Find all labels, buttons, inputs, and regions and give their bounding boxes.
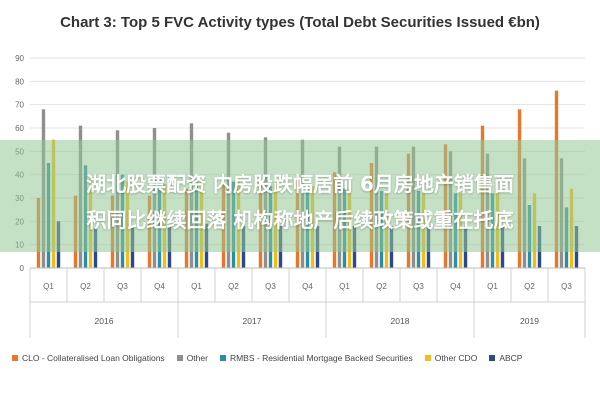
year-label: 2016 bbox=[95, 316, 114, 326]
legend-swatch bbox=[424, 354, 431, 361]
legend-label: CLO - Collateralised Loan Obligations bbox=[22, 352, 165, 363]
legend-item: RMBS - Residential Mortgage Backed Secur… bbox=[219, 352, 413, 363]
year-label: 2017 bbox=[243, 316, 262, 326]
x-tick-label: Q4 bbox=[302, 282, 313, 291]
x-tick-label: Q1 bbox=[339, 282, 350, 291]
x-tick-label: Q3 bbox=[117, 282, 128, 291]
legend-label: ABCP bbox=[499, 352, 523, 363]
x-tick-label: Q1 bbox=[487, 282, 498, 291]
x-tick-label: Q3 bbox=[561, 282, 572, 291]
overlay-headline-line-2: 积同比继续回落 机构称地产后续政策或重在托底 bbox=[86, 208, 514, 232]
legend-item: ABCP bbox=[489, 352, 522, 363]
legend-item: Other bbox=[176, 352, 208, 363]
overlay-headline-line-1: 湖北股票配资 内房股跌幅居前 6月房地产销售面 bbox=[86, 172, 514, 196]
legend-label: Other bbox=[186, 352, 208, 363]
year-label: 2019 bbox=[520, 316, 539, 326]
legend-item: Other CDO bbox=[424, 352, 478, 363]
legend-label: Other CDO bbox=[434, 352, 478, 363]
y-tick-label: 0 bbox=[20, 264, 25, 273]
y-tick-label: 70 bbox=[15, 101, 24, 110]
y-tick-label: 90 bbox=[15, 54, 24, 63]
x-tick-label: Q4 bbox=[450, 282, 461, 291]
x-tick-label: Q2 bbox=[524, 282, 535, 291]
legend-swatch bbox=[176, 354, 183, 361]
x-tick-label: Q3 bbox=[265, 282, 276, 291]
x-tick-label: Q3 bbox=[413, 282, 424, 291]
y-tick-label: 60 bbox=[15, 124, 24, 133]
x-tick-label: Q2 bbox=[80, 282, 91, 291]
x-axis: Q1 Q2 Q3 Q4 Q1 Q2 Q3 Q4 Q1 Q2 Q3 Q4 Q1 Q2 Q3 2016 2017 20… bbox=[29, 267, 586, 338]
x-tick-label: Q2 bbox=[228, 282, 239, 291]
year-label: 2018 bbox=[391, 316, 410, 326]
x-tick-label: Q1 bbox=[43, 282, 54, 291]
y-tick-label: 80 bbox=[15, 77, 24, 86]
legend: CLO - Collateralised Loan Obligations Oth… bbox=[12, 352, 592, 368]
overlay-banner: 湖北股票配资 内房股跌幅居前 6月房地产销售面 积同比继续回落 机构称地产后续政… bbox=[0, 140, 600, 252]
legend-item: CLO - Collateralised Loan Obligations bbox=[12, 352, 165, 363]
legend-swatch bbox=[219, 354, 226, 361]
legend-label: RMBS - Residential Mortgage Backed Secur… bbox=[229, 352, 413, 363]
x-tick-label: Q4 bbox=[154, 282, 165, 291]
chart-title: Chart 3: Top 5 FVC Activity types (Total… bbox=[60, 14, 540, 31]
x-tick-label: Q1 bbox=[191, 282, 202, 291]
x-tick-label: Q2 bbox=[376, 282, 387, 291]
legend-swatch bbox=[489, 354, 496, 361]
legend-swatch bbox=[12, 354, 18, 361]
